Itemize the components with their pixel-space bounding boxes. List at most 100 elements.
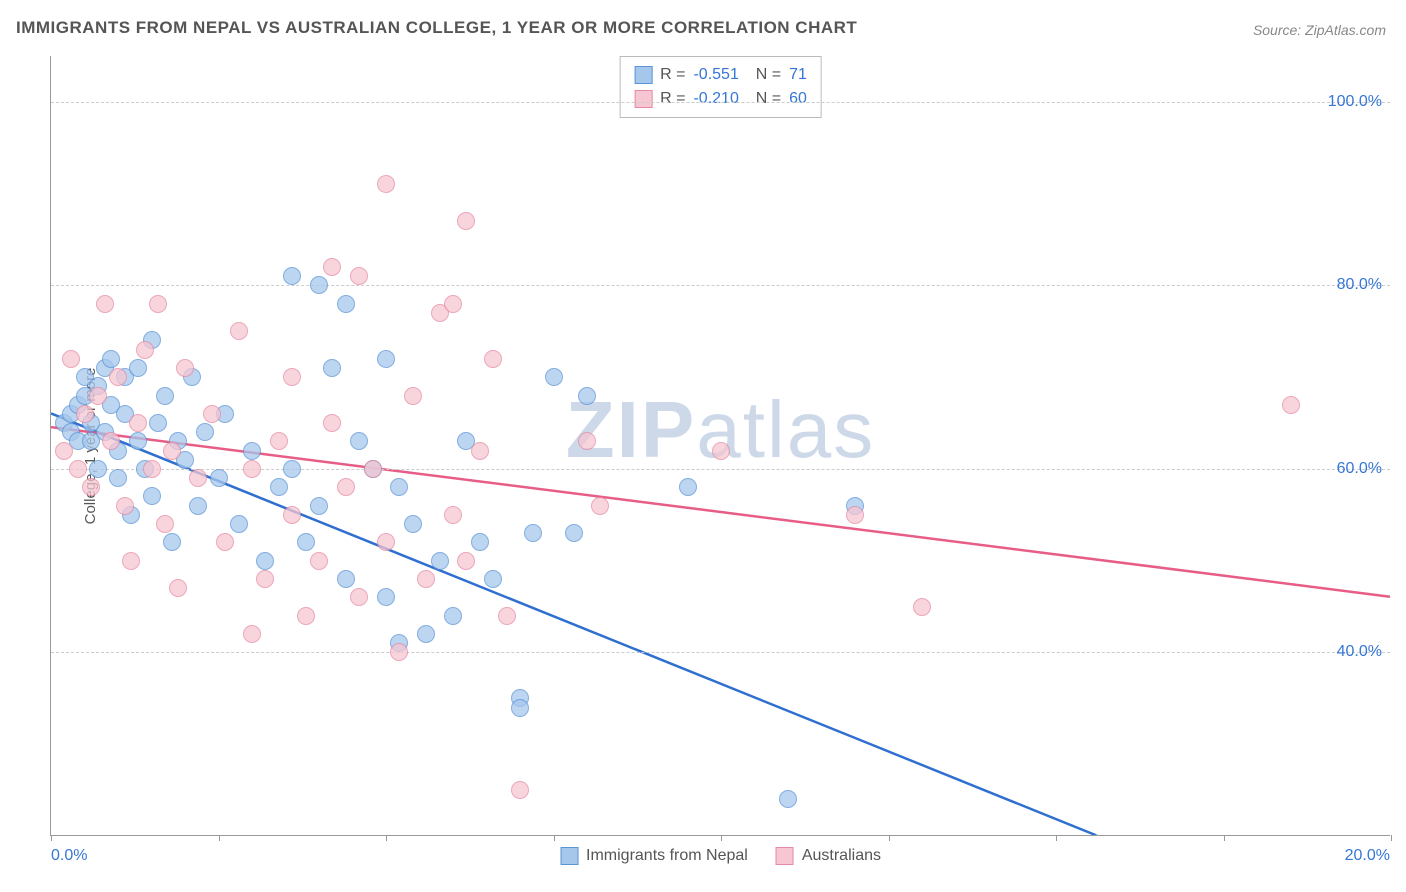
scatter-point — [712, 442, 730, 460]
scatter-point — [270, 478, 288, 496]
scatter-point — [156, 387, 174, 405]
x-tick — [721, 835, 722, 841]
stats-row: R = -0.551 N = 71 — [634, 63, 807, 87]
scatter-point — [163, 442, 181, 460]
scatter-point — [578, 387, 596, 405]
y-tick-label: 80.0% — [1337, 276, 1382, 294]
legend-label: Australians — [802, 847, 881, 865]
legend-swatch — [560, 847, 578, 865]
x-tick — [1391, 835, 1392, 841]
legend-swatch — [776, 847, 794, 865]
scatter-point — [337, 478, 355, 496]
scatter-point — [69, 460, 87, 478]
x-tick — [1056, 835, 1057, 841]
scatter-point — [196, 423, 214, 441]
scatter-point — [243, 442, 261, 460]
scatter-point — [203, 405, 221, 423]
scatter-point — [283, 267, 301, 285]
scatter-point — [511, 699, 529, 717]
stat-n-label: N = — [747, 87, 781, 111]
gridline — [51, 102, 1390, 103]
scatter-point — [297, 533, 315, 551]
scatter-point — [256, 570, 274, 588]
scatter-point — [444, 295, 462, 313]
scatter-point — [545, 368, 563, 386]
scatter-point — [310, 497, 328, 515]
gridline — [51, 652, 1390, 653]
stat-n-label: N = — [747, 63, 781, 87]
x-axis-max-label: 20.0% — [1345, 847, 1390, 865]
x-tick — [889, 835, 890, 841]
scatter-point — [779, 790, 797, 808]
scatter-point — [297, 607, 315, 625]
scatter-point — [76, 405, 94, 423]
scatter-point — [89, 387, 107, 405]
scatter-point — [457, 212, 475, 230]
plot-area: ZIPatlas R = -0.551 N = 71R = -0.210 N =… — [50, 56, 1390, 836]
bottom-legend: Immigrants from Nepal Australians — [560, 847, 881, 865]
watermark-light: atlas — [696, 385, 875, 474]
scatter-point — [471, 533, 489, 551]
scatter-point — [377, 175, 395, 193]
scatter-point — [230, 515, 248, 533]
stat-r-label: R = — [660, 63, 685, 87]
legend-label: Immigrants from Nepal — [586, 847, 748, 865]
scatter-point — [143, 487, 161, 505]
scatter-point — [82, 478, 100, 496]
scatter-point — [270, 432, 288, 450]
x-tick — [554, 835, 555, 841]
scatter-point — [444, 607, 462, 625]
scatter-point — [404, 387, 422, 405]
scatter-point — [116, 497, 134, 515]
scatter-point — [417, 570, 435, 588]
scatter-point — [323, 414, 341, 432]
scatter-point — [578, 432, 596, 450]
scatter-point — [337, 295, 355, 313]
scatter-point — [129, 414, 147, 432]
source-attribution: Source: ZipAtlas.com — [1253, 22, 1386, 38]
scatter-point — [511, 781, 529, 799]
scatter-point — [498, 607, 516, 625]
scatter-point — [390, 478, 408, 496]
scatter-point — [846, 506, 864, 524]
stat-r-value: -0.551 — [693, 63, 738, 87]
stats-row: R = -0.210 N = 60 — [634, 87, 807, 111]
scatter-point — [524, 524, 542, 542]
scatter-point — [457, 552, 475, 570]
scatter-point — [350, 432, 368, 450]
y-tick-label: 60.0% — [1337, 460, 1382, 478]
scatter-point — [283, 506, 301, 524]
scatter-point — [136, 341, 154, 359]
watermark: ZIPatlas — [566, 384, 875, 476]
scatter-point — [444, 506, 462, 524]
scatter-point — [256, 552, 274, 570]
scatter-point — [129, 432, 147, 450]
scatter-point — [243, 625, 261, 643]
scatter-point — [230, 322, 248, 340]
stat-r-label: R = — [660, 87, 685, 111]
scatter-point — [377, 588, 395, 606]
scatter-point — [323, 359, 341, 377]
scatter-point — [431, 552, 449, 570]
scatter-point — [216, 533, 234, 551]
scatter-point — [679, 478, 697, 496]
stat-n-value: 60 — [789, 87, 807, 111]
scatter-point — [390, 643, 408, 661]
scatter-point — [471, 442, 489, 460]
legend-swatch — [634, 66, 652, 84]
scatter-point — [102, 432, 120, 450]
scatter-point — [310, 276, 328, 294]
scatter-point — [484, 350, 502, 368]
scatter-point — [189, 469, 207, 487]
scatter-point — [102, 350, 120, 368]
scatter-point — [149, 414, 167, 432]
scatter-point — [156, 515, 174, 533]
stat-n-value: 71 — [789, 63, 807, 87]
scatter-point — [350, 588, 368, 606]
x-axis-min-label: 0.0% — [51, 847, 87, 865]
x-tick — [386, 835, 387, 841]
scatter-point — [484, 570, 502, 588]
scatter-point — [89, 460, 107, 478]
scatter-point — [163, 533, 181, 551]
scatter-point — [122, 552, 140, 570]
